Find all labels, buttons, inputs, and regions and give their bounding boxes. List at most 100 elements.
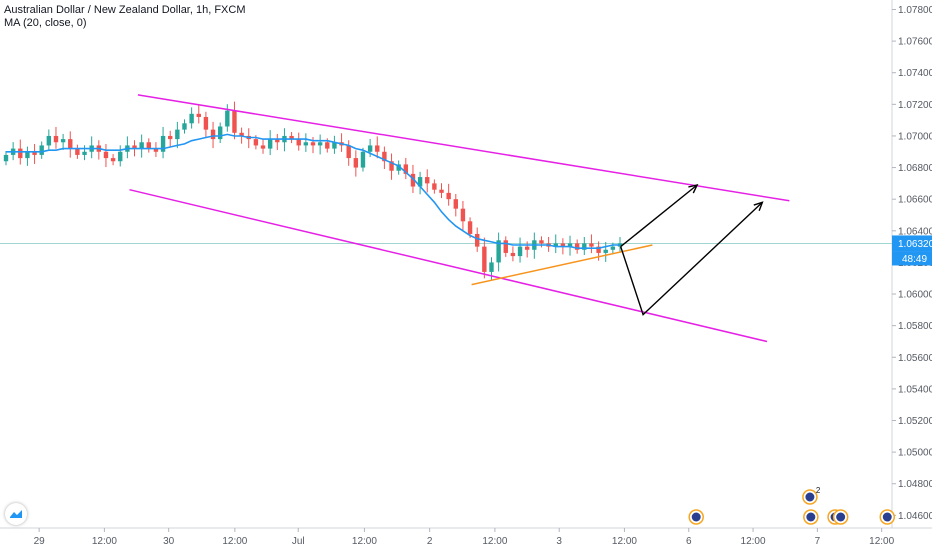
candle xyxy=(46,129,52,151)
candle-body xyxy=(25,151,30,159)
drawings xyxy=(129,94,790,343)
candle-body xyxy=(503,240,508,253)
y-tick-label: 1.07400 xyxy=(898,68,932,79)
chart-title: Australian Dollar / New Zealand Dollar, … xyxy=(4,4,246,16)
calendar-flag-icon[interactable] xyxy=(879,509,896,525)
candle xyxy=(353,150,359,177)
candle xyxy=(75,144,80,159)
candle-body xyxy=(439,189,444,193)
countdown-text: 48:49 xyxy=(902,254,927,265)
projection-arrowhead-1 xyxy=(688,183,699,194)
candle xyxy=(267,130,273,156)
indicator-label: MA (20, close, 0) xyxy=(4,17,87,29)
candle-body xyxy=(210,129,216,140)
candle-body xyxy=(467,221,473,234)
candle xyxy=(417,171,423,195)
countdown-box xyxy=(892,251,932,266)
candle-body xyxy=(239,132,244,136)
candle xyxy=(582,236,587,255)
candle-body xyxy=(574,243,580,250)
candle-body xyxy=(53,135,59,143)
candle xyxy=(39,141,44,159)
candle-body xyxy=(160,135,166,152)
projection-path-2[interactable] xyxy=(620,201,763,316)
upper-channel-line[interactable] xyxy=(137,94,790,202)
y-tick-label: 1.05400 xyxy=(898,384,932,395)
candle xyxy=(503,236,508,257)
candle-body xyxy=(296,139,301,146)
candle-body xyxy=(332,142,337,149)
candle-body xyxy=(403,164,409,174)
chart-legend: Australian Dollar / New Zealand Dollar, … xyxy=(4,4,245,30)
candle-body xyxy=(168,135,173,140)
candle-body xyxy=(353,158,359,168)
candle xyxy=(168,130,173,147)
event-flag xyxy=(882,512,892,522)
candle-body xyxy=(325,142,330,149)
event-flag xyxy=(691,512,701,522)
projection-path-1[interactable] xyxy=(620,184,698,248)
candle-body xyxy=(446,192,451,200)
candle-body xyxy=(260,145,266,149)
ma-line xyxy=(6,133,620,249)
calendar-flag-icon[interactable] xyxy=(832,509,849,525)
price-label-text: 1.06320 xyxy=(898,239,932,250)
candle xyxy=(53,126,59,149)
candle xyxy=(303,133,309,152)
candle xyxy=(360,147,366,172)
y-tick-label: 1.05000 xyxy=(898,448,932,459)
candle-body xyxy=(460,208,466,222)
candle-body xyxy=(417,177,423,187)
candle xyxy=(260,138,266,154)
candle xyxy=(517,237,523,263)
candle-body xyxy=(3,154,9,162)
candle xyxy=(382,146,387,169)
candle-body xyxy=(60,139,66,143)
y-tick-label: 1.04800 xyxy=(898,479,932,490)
candle-body xyxy=(517,246,523,257)
candle xyxy=(110,154,116,166)
candle-body xyxy=(553,243,558,247)
candle-body xyxy=(610,246,616,250)
candle-body xyxy=(425,177,430,184)
candle-body xyxy=(267,139,273,149)
candle xyxy=(296,132,301,151)
candle-body xyxy=(68,139,73,149)
event-count: 2 xyxy=(816,486,821,495)
candle xyxy=(210,121,216,149)
candle-body xyxy=(589,243,594,247)
calendar-flag-icon[interactable] xyxy=(688,509,704,525)
candle-body xyxy=(310,142,316,146)
x-tick-label: 2 xyxy=(427,536,433,547)
candle xyxy=(496,232,501,272)
tradingview-logo[interactable] xyxy=(5,503,27,525)
x-tick-label: 12:00 xyxy=(869,536,894,547)
candle xyxy=(446,183,451,206)
candle-body xyxy=(289,135,294,140)
candles xyxy=(3,101,623,280)
y-tick-label: 1.05200 xyxy=(898,416,932,427)
calendar-flag-icon[interactable] xyxy=(803,509,819,525)
candle-body xyxy=(432,183,437,190)
candle xyxy=(153,142,159,157)
candle-body xyxy=(603,249,608,253)
x-tick-label: 12:00 xyxy=(352,536,377,547)
event-flag xyxy=(806,512,816,522)
candle-body xyxy=(596,246,601,253)
candle xyxy=(160,126,166,159)
candle xyxy=(317,134,323,155)
lower-channel-line[interactable] xyxy=(129,188,768,343)
candle-body xyxy=(32,151,37,155)
x-tick-label: 12:00 xyxy=(482,536,507,547)
candle xyxy=(524,241,530,258)
logo-icon xyxy=(10,510,22,518)
calendar-flag-icon[interactable]: 2 xyxy=(802,486,821,505)
candle-body xyxy=(253,139,259,146)
candle xyxy=(567,235,573,256)
candle xyxy=(603,242,608,262)
x-tick-label: Jul xyxy=(292,536,305,547)
x-tick-label: 12:00 xyxy=(741,536,766,547)
candle xyxy=(32,144,37,164)
candle-body xyxy=(182,123,187,130)
